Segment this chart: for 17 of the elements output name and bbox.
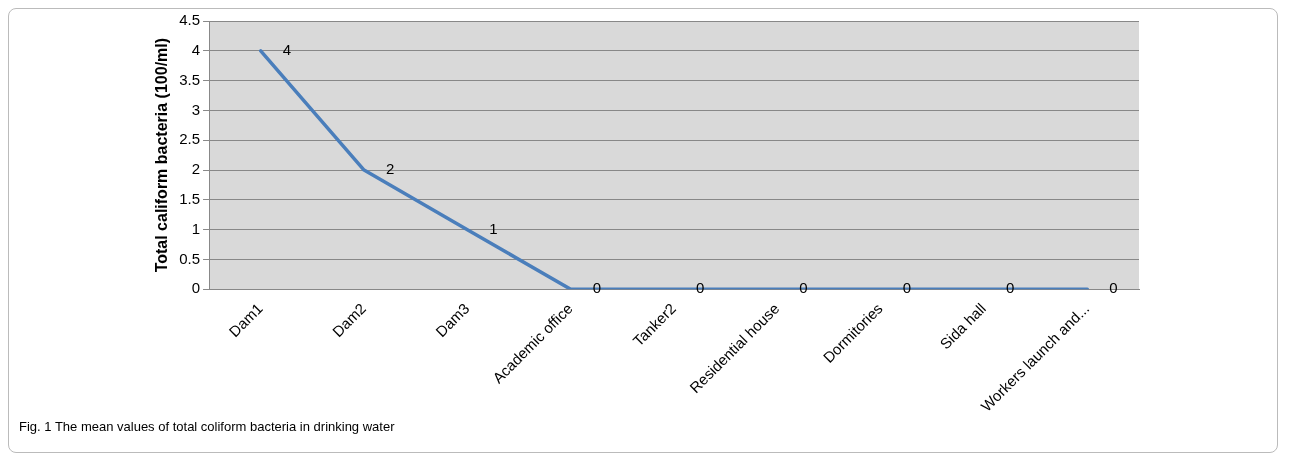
y-tick-label: 2.5 bbox=[179, 130, 201, 148]
y-tick-label: 4 bbox=[191, 40, 201, 58]
y-tick-label: 0 bbox=[191, 279, 201, 297]
y-tick-label: 3.5 bbox=[179, 70, 201, 88]
data-label: 1 bbox=[489, 219, 498, 237]
data-label: 4 bbox=[282, 40, 292, 58]
y-tick-label: 0.5 bbox=[179, 249, 201, 267]
data-label: 2 bbox=[386, 160, 395, 178]
y-axis-title: Total caliform bacteria (100/ml) bbox=[153, 37, 171, 273]
caption: Fig. 1 The mean values of total coliform bacteria in drinking water bbox=[18, 419, 396, 434]
y-tick-label: 1 bbox=[191, 219, 201, 237]
y-tick-label: 3 bbox=[191, 100, 201, 118]
y-tick-label: 2 bbox=[191, 160, 201, 178]
y-tick-label: 4.5 bbox=[179, 11, 201, 29]
data-label: 0 bbox=[1109, 279, 1118, 297]
y-tick-label: 1.5 bbox=[179, 190, 201, 208]
x-tick-label: Sida hall bbox=[936, 299, 990, 353]
